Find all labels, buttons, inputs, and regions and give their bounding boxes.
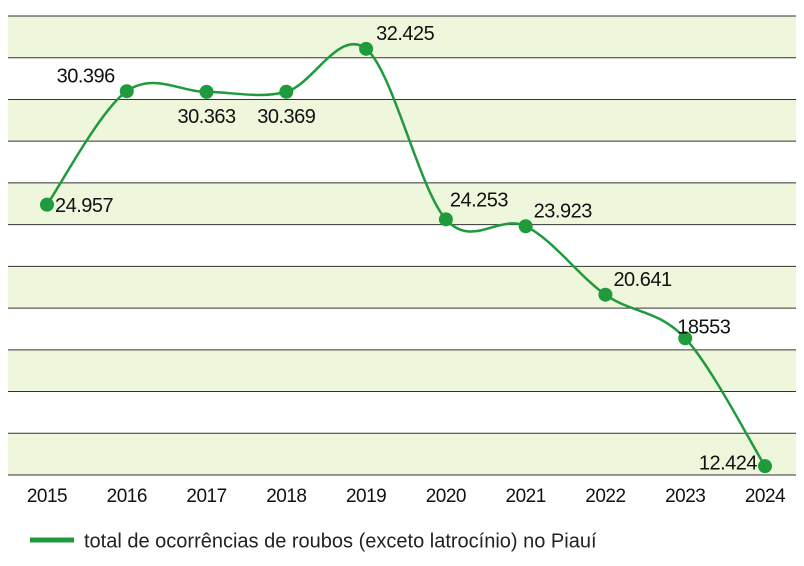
data-point (758, 459, 772, 474)
band (8, 266, 796, 309)
data-point (279, 84, 294, 99)
x-tick-label: 2016 (107, 486, 147, 507)
data-point (518, 219, 533, 234)
data-point (119, 84, 134, 99)
x-tick-label: 2024 (745, 486, 786, 507)
data-point (199, 84, 214, 99)
band (8, 16, 796, 58)
x-tick-label: 2022 (585, 486, 625, 507)
data-label: 18553 (677, 317, 730, 339)
data-label: 30.396 (57, 65, 116, 87)
data-label: 24.957 (55, 195, 114, 217)
data-point (678, 331, 693, 346)
data-label: 12.424 (699, 452, 758, 474)
data-label: 20.641 (613, 269, 672, 291)
band (8, 182, 796, 225)
data-label: 30.363 (177, 106, 236, 128)
x-tick-label: 2023 (665, 486, 705, 507)
data-label: 23.923 (534, 201, 593, 223)
data-point (359, 41, 374, 56)
data-point (438, 212, 453, 227)
x-tick-label: 2017 (186, 486, 226, 507)
band (8, 433, 796, 475)
data-point (598, 287, 613, 302)
x-tick-label: 2021 (506, 486, 546, 507)
data-label: 30.369 (257, 106, 316, 128)
band (8, 349, 796, 392)
legend-label: total de ocorrências de roubos (exceto l… (84, 530, 597, 552)
x-tick-label: 2019 (346, 486, 386, 507)
x-tick-label: 2020 (426, 486, 466, 507)
data-label: 32.425 (376, 23, 435, 45)
x-tick-label: 2018 (266, 486, 306, 507)
data-label: 24.253 (450, 190, 509, 212)
x-tick-label: 2015 (27, 486, 67, 507)
data-point (40, 197, 54, 212)
series-line (45, 42, 767, 467)
